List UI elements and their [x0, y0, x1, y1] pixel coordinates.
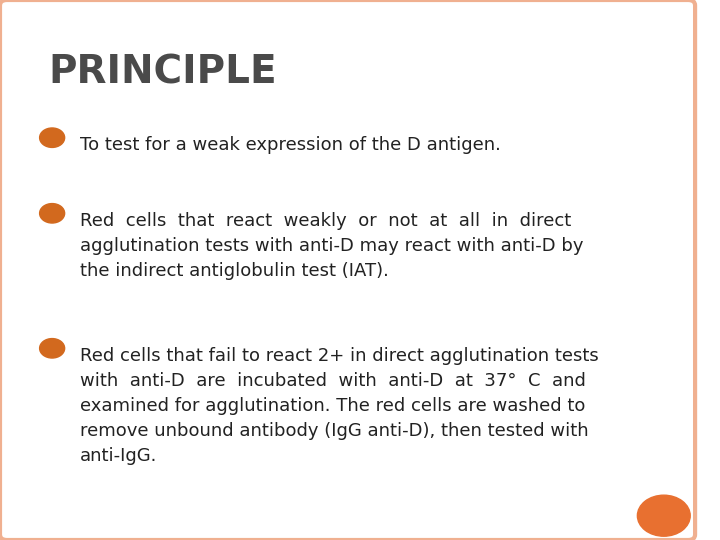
Text: PRINCIPLE: PRINCIPLE [49, 54, 277, 92]
Circle shape [40, 128, 65, 147]
Circle shape [637, 495, 690, 536]
FancyBboxPatch shape [0, 0, 695, 540]
Text: Red  cells  that  react  weakly  or  not  at  all  in  direct
agglutination test: Red cells that react weakly or not at al… [80, 212, 583, 280]
Text: To test for a weak expression of the D antigen.: To test for a weak expression of the D a… [80, 136, 501, 154]
Circle shape [40, 339, 65, 358]
Text: Red cells that fail to react 2+ in direct agglutination tests
with  anti-D  are : Red cells that fail to react 2+ in direc… [80, 347, 599, 465]
Circle shape [40, 204, 65, 223]
